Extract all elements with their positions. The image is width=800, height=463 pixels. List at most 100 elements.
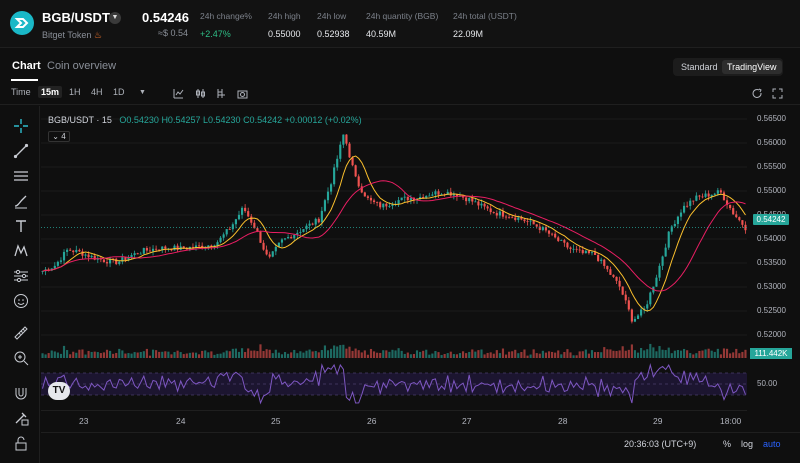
- volume-bar: [431, 353, 434, 358]
- stat-24h-low: 24h low 0.52938: [317, 11, 350, 39]
- candle-body: [219, 237, 222, 243]
- pattern-icon[interactable]: [13, 243, 29, 259]
- volume-bar: [526, 355, 529, 358]
- candle-body: [735, 214, 738, 218]
- interval-15m[interactable]: 15m: [38, 86, 63, 98]
- more-intervals-icon[interactable]: ▼: [139, 89, 146, 96]
- refresh-icon[interactable]: [752, 88, 763, 99]
- legend-high: H0.54257: [161, 115, 201, 125]
- candle-body: [191, 246, 195, 248]
- utc-clock[interactable]: 20:36:03 (UTC+9): [624, 439, 697, 449]
- volume-bar: [47, 353, 50, 358]
- volume-bar: [547, 351, 551, 358]
- candle-body: [725, 200, 729, 205]
- price-chart[interactable]: [41, 107, 747, 407]
- volume-bar: [578, 351, 581, 358]
- volume-bar: [477, 350, 480, 358]
- interval-4h[interactable]: 4H: [91, 87, 103, 97]
- volume-bar: [314, 350, 317, 358]
- volume-bar: [710, 350, 713, 358]
- candle-body: [357, 176, 360, 187]
- magnet-icon[interactable]: [13, 385, 29, 401]
- tab-chart[interactable]: Chart: [12, 60, 41, 72]
- standard-view-button[interactable]: Standard: [681, 62, 718, 72]
- fullscreen-icon[interactable]: [772, 88, 783, 99]
- rsi-line: [42, 363, 746, 405]
- legend-close: C0.54242: [243, 115, 283, 125]
- candle-body: [277, 242, 280, 247]
- indicators-collapse-button[interactable]: ⌄ 4: [48, 131, 70, 142]
- volume-bar: [372, 351, 376, 358]
- volume-bar: [87, 350, 90, 358]
- tradingview-button[interactable]: TradingView: [722, 60, 782, 74]
- candle-type-icon[interactable]: [195, 88, 206, 99]
- volume-bar: [655, 351, 658, 358]
- ruler-icon[interactable]: [13, 325, 29, 341]
- text-tool-icon[interactable]: [13, 218, 29, 234]
- log-toggle[interactable]: log: [741, 439, 754, 449]
- trend-line-icon[interactable]: [13, 143, 29, 159]
- tab-coin-overview[interactable]: Coin overview: [47, 60, 117, 72]
- volume-bar: [50, 350, 53, 358]
- candle-body: [388, 205, 391, 207]
- candle-body: [431, 194, 434, 196]
- candle-body: [498, 211, 501, 216]
- candle-body: [314, 218, 317, 225]
- unlock-icon[interactable]: [13, 435, 29, 451]
- interval-1h[interactable]: 1H: [69, 87, 81, 97]
- candle-body: [72, 250, 75, 253]
- volume-bar: [532, 349, 535, 358]
- lock-drawings-icon[interactable]: [13, 410, 29, 426]
- camera-icon[interactable]: [237, 88, 248, 99]
- candle-body: [612, 274, 615, 277]
- price-axis[interactable]: 0.565000.560000.555000.550000.545000.540…: [747, 107, 800, 407]
- candle-body: [173, 245, 176, 251]
- candle-body: [679, 212, 683, 217]
- volume-bar: [158, 351, 161, 358]
- time-axis[interactable]: 23 24 25 26 27 28 29 18:00: [41, 410, 747, 430]
- moving-average-line: [42, 155, 746, 312]
- indicators-icon[interactable]: [173, 88, 184, 99]
- volume-bar: [287, 353, 290, 358]
- compare-icon[interactable]: [216, 88, 227, 99]
- volume-bar: [191, 352, 195, 358]
- crosshair-icon[interactable]: [13, 118, 29, 134]
- volume-bar: [415, 350, 419, 358]
- stat-24h-change: 24h change% +2.47%: [200, 11, 252, 39]
- percent-toggle[interactable]: %: [723, 439, 732, 449]
- interval-1d[interactable]: 1D: [113, 87, 125, 97]
- volume-bar: [145, 348, 148, 358]
- volume-bar: [326, 350, 330, 358]
- candle-body: [486, 206, 489, 209]
- candle-body: [78, 249, 81, 252]
- auto-scale-toggle[interactable]: auto: [763, 439, 781, 449]
- chevron-down-icon[interactable]: ▼: [109, 12, 121, 24]
- measure-settings-icon[interactable]: [13, 268, 29, 284]
- candle-body: [526, 221, 529, 222]
- volume-bar: [517, 353, 520, 358]
- volume-bar: [590, 350, 594, 358]
- pair-name[interactable]: BGB/USDT: [42, 10, 110, 25]
- candle-body: [480, 203, 483, 206]
- volume-bar: [247, 348, 250, 358]
- candle-body: [81, 251, 84, 256]
- volume-bar: [90, 351, 93, 358]
- candle-body: [508, 217, 511, 219]
- candle-body: [133, 253, 136, 256]
- candle-body: [127, 257, 130, 261]
- candle-body: [557, 237, 560, 241]
- price-tick-label: 0.55500: [757, 162, 786, 171]
- volume-bar: [351, 350, 354, 358]
- volume-bar: [290, 352, 293, 358]
- emoji-icon[interactable]: [13, 293, 29, 309]
- candle-body: [511, 217, 514, 219]
- candle-body: [695, 195, 698, 201]
- candle-body: [265, 249, 268, 255]
- volume-bar: [664, 350, 667, 358]
- volume-bar: [480, 349, 483, 358]
- candle-body: [296, 232, 299, 235]
- zoom-in-icon[interactable]: [13, 350, 29, 366]
- horizontal-lines-icon[interactable]: [13, 168, 29, 184]
- brush-icon[interactable]: [13, 193, 29, 209]
- volume-bar: [695, 353, 698, 358]
